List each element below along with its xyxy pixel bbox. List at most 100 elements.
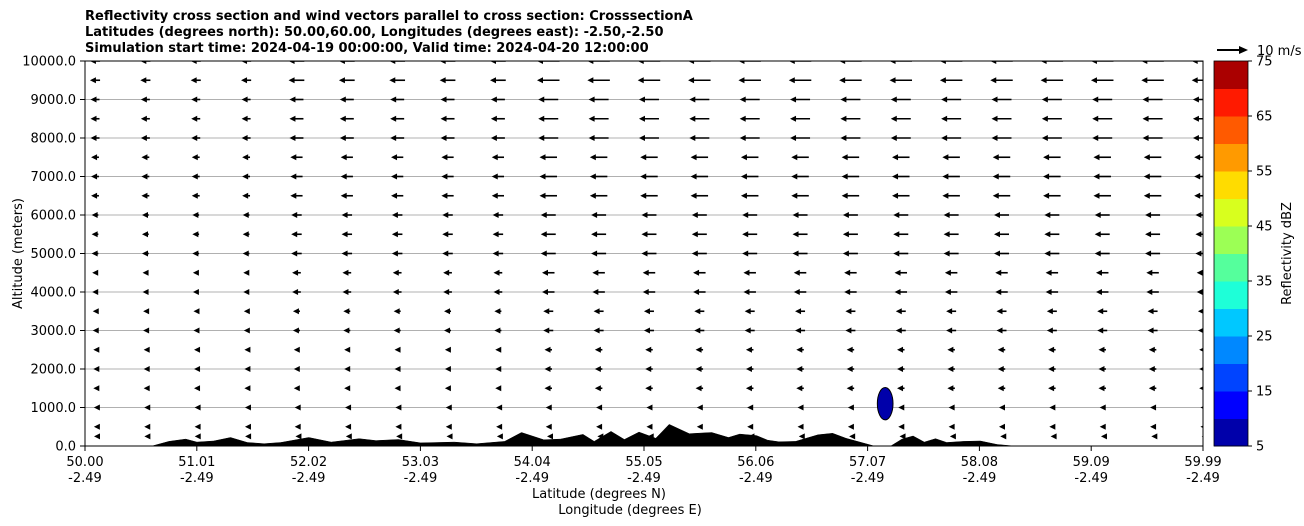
wind-vector-head xyxy=(340,154,347,161)
wind-vector xyxy=(93,366,100,372)
wind-vector-head xyxy=(689,96,696,103)
wind-vector-head xyxy=(494,327,501,334)
wind-vector-head xyxy=(439,77,446,84)
wind-vector xyxy=(643,308,654,315)
wind-vector xyxy=(742,212,758,218)
wind-vector-head xyxy=(439,61,446,64)
wind-vector-head xyxy=(1192,96,1199,103)
wind-vector xyxy=(646,423,653,430)
wind-vector-head xyxy=(190,77,197,84)
wind-vector-head xyxy=(990,61,997,64)
wind-vector-head xyxy=(392,269,399,276)
wind-vector-head xyxy=(244,366,251,372)
wind-vector xyxy=(193,327,200,334)
wind-vector xyxy=(1199,367,1203,371)
wind-vector-head xyxy=(1093,154,1100,161)
y-tick-label: 10000.0 xyxy=(22,55,76,70)
wind-vector-head xyxy=(394,366,401,372)
y-axis: 0.0 1000.0 2000.0 3000.0 4000.0 5000.0 6000.0 7… xyxy=(22,55,85,455)
wind-vector xyxy=(244,366,251,372)
wind-vector xyxy=(899,433,906,440)
wind-vector xyxy=(1048,366,1056,372)
wind-vector-head xyxy=(445,404,452,411)
wind-vector-head xyxy=(1145,250,1152,257)
wind-vector-head xyxy=(847,404,854,411)
wind-vector xyxy=(544,366,552,372)
wind-vector xyxy=(491,192,505,199)
wind-vector-head xyxy=(194,366,201,372)
colorbar-segment xyxy=(1214,391,1248,419)
wind-vector-head xyxy=(991,115,998,122)
wind-vector xyxy=(293,385,300,392)
wind-vector xyxy=(242,192,251,199)
wind-vector-head xyxy=(291,231,298,238)
wind-vector xyxy=(791,192,809,199)
wind-vector xyxy=(1046,308,1057,315)
wind-vector-head xyxy=(1199,347,1203,352)
wind-vector-head xyxy=(690,154,697,161)
wind-vector xyxy=(92,269,99,276)
wind-vector-head xyxy=(290,173,297,180)
wind-vector xyxy=(1147,308,1158,315)
wind-vector xyxy=(1043,192,1061,199)
wind-vector xyxy=(289,96,304,103)
wind-vector-head xyxy=(991,135,998,141)
wind-vector xyxy=(646,404,653,411)
wind-vector-head xyxy=(1148,366,1155,372)
wind-vector-head xyxy=(796,366,803,372)
wind-vector-head xyxy=(944,269,951,276)
wind-vector xyxy=(338,77,355,84)
wind-vector-head xyxy=(93,385,100,392)
wind-vector-head xyxy=(93,366,100,372)
wind-vector xyxy=(948,404,955,411)
wind-vector xyxy=(1150,423,1157,430)
wind-vector-head xyxy=(638,96,645,103)
wind-vector-head xyxy=(591,212,598,218)
wind-vector-head xyxy=(588,115,595,122)
wind-vector-head xyxy=(191,192,198,199)
wind-vector-head xyxy=(245,433,252,440)
wind-vector xyxy=(890,96,911,103)
wind-vector xyxy=(494,308,502,315)
wind-vector-head xyxy=(244,346,251,353)
x-tick-label-lat: 59.99 xyxy=(1184,455,1221,470)
wind-vector-head xyxy=(492,231,499,238)
wind-vector xyxy=(242,212,250,218)
wind-vector xyxy=(293,366,300,372)
wind-vector xyxy=(1098,366,1106,372)
wind-vector xyxy=(394,346,401,353)
wind-vector-head xyxy=(92,289,99,295)
wind-vector-head xyxy=(1041,96,1048,103)
title-line-1: Reflectivity cross section and wind vect… xyxy=(85,9,693,24)
y-tick-label: 7000.0 xyxy=(31,170,77,185)
wind-vector-head xyxy=(589,154,596,161)
x-tick-label-lon: -2.49 xyxy=(68,471,102,486)
wind-vector xyxy=(942,154,960,161)
wind-vector-head xyxy=(242,154,249,161)
colorbar-segment xyxy=(1214,171,1248,199)
wind-vector xyxy=(140,115,150,122)
wind-vector xyxy=(289,135,304,141)
wind-vector-head xyxy=(742,231,749,238)
wind-vector-head xyxy=(242,231,249,238)
wind-vector xyxy=(1050,433,1057,440)
wind-vector xyxy=(93,404,100,411)
x-tick-label-lon: -2.49 xyxy=(739,471,773,486)
wind-vector xyxy=(541,289,555,295)
wind-vector xyxy=(141,212,149,218)
wind-vector xyxy=(1195,231,1203,238)
wind-vector xyxy=(1141,61,1164,64)
wind-vector xyxy=(690,173,709,180)
wind-vector xyxy=(93,346,100,353)
wind-vector xyxy=(641,231,657,238)
wind-vector xyxy=(490,61,506,64)
wind-vector xyxy=(191,173,200,180)
wind-vector-head xyxy=(1093,173,1100,180)
wind-vector xyxy=(889,77,913,84)
wind-vector-head xyxy=(390,96,397,103)
wind-vector xyxy=(292,327,300,334)
colorbar-label: Reflectivity dBZ xyxy=(1280,202,1295,305)
wind-vector-head xyxy=(339,115,346,122)
wind-vector xyxy=(142,269,149,276)
wind-vector xyxy=(1199,386,1203,391)
